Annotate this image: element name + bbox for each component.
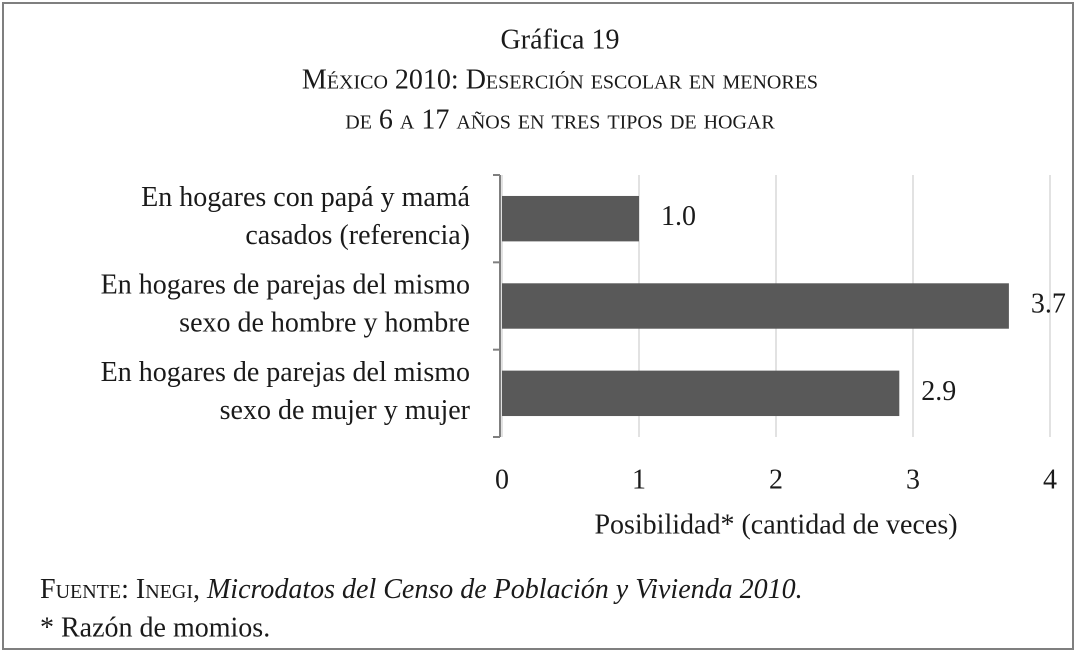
bar: [502, 370, 900, 417]
x-tick-label: 1: [632, 464, 646, 495]
data-label: 2.9: [921, 376, 956, 407]
y-tick-label: En hogares de parejas del mismo: [101, 269, 470, 300]
y-tick-label: sexo de mujer y mujer: [220, 395, 471, 426]
y-tick-label: En hogares con papá y mamá: [141, 182, 470, 213]
source-title: Microdatos del Censo de Población y Vivi…: [206, 574, 803, 605]
x-tick-label: 2: [769, 464, 783, 495]
bar: [502, 195, 639, 242]
bar: [502, 283, 1009, 329]
x-axis-label: Posibilidad* (cantidad de veces): [594, 509, 957, 540]
y-tick-label: En hogares de parejas del mismo: [101, 357, 470, 388]
source-label: Fuente: Inegi,: [40, 574, 200, 605]
data-label: 3.7: [1031, 288, 1066, 319]
x-tick-label: 3: [906, 464, 920, 495]
y-tick-label: casados (referencia): [245, 220, 470, 251]
x-tick-label: 4: [1043, 464, 1057, 495]
chart-title: Gráfica 19: [501, 24, 620, 55]
chart-subtitle: de 6 a 17 años en tres tipos de hogar: [345, 104, 775, 135]
source: Fuente: Inegi, Microdatos del Censo de P…: [40, 574, 803, 605]
data-label: 1.0: [661, 201, 696, 232]
chart-subtitle: México 2010: Deserción escolar en menore…: [302, 64, 818, 95]
note: * Razón de momios.: [40, 612, 270, 643]
y-tick-label: sexo de hombre y hombre: [179, 307, 470, 338]
x-tick-label: 0: [495, 464, 509, 495]
